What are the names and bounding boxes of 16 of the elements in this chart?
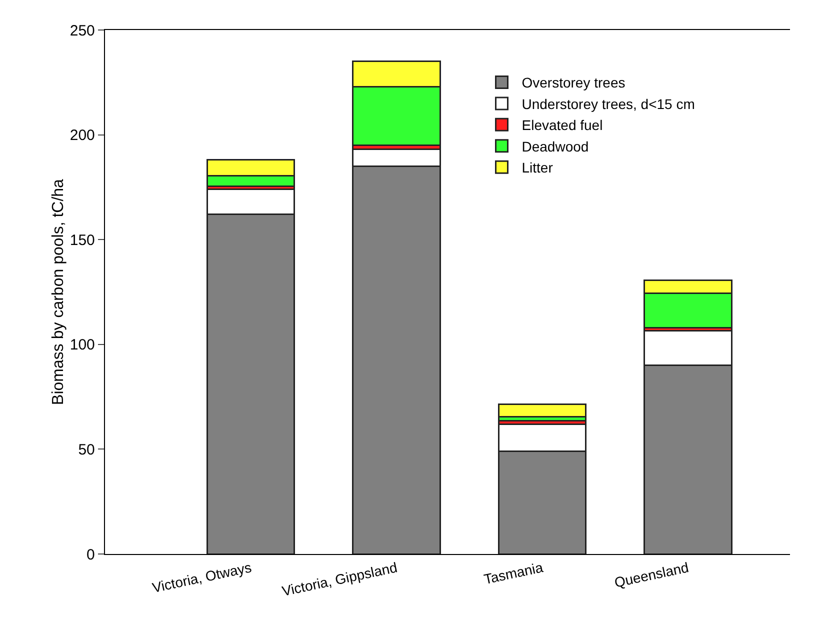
- y-tick-label: 100: [70, 336, 95, 354]
- x-tick-label: Tasmania: [482, 558, 545, 588]
- legend-label: Overstorey trees: [522, 74, 626, 91]
- y-tick-label: 50: [78, 441, 95, 458]
- legend-label: Understorey trees, d<15 cm: [522, 96, 695, 112]
- x-tick-label: Victoria, Otways: [150, 559, 253, 596]
- y-tick-label: 200: [70, 127, 95, 144]
- y-tick-label: 250: [70, 22, 95, 40]
- y-tick-label: 0: [86, 546, 95, 564]
- x-tick-label: Victoria, Gippsland: [280, 559, 399, 600]
- bar: [498, 403, 587, 418]
- y-axis-title: Biomass by carbon pools, tC/ha: [50, 178, 67, 405]
- y-tick-label: 150: [70, 232, 95, 249]
- legend-label: Deadwood: [522, 138, 589, 154]
- legend-label: Elevated fuel: [522, 117, 603, 134]
- legend-label: Litter: [522, 160, 554, 176]
